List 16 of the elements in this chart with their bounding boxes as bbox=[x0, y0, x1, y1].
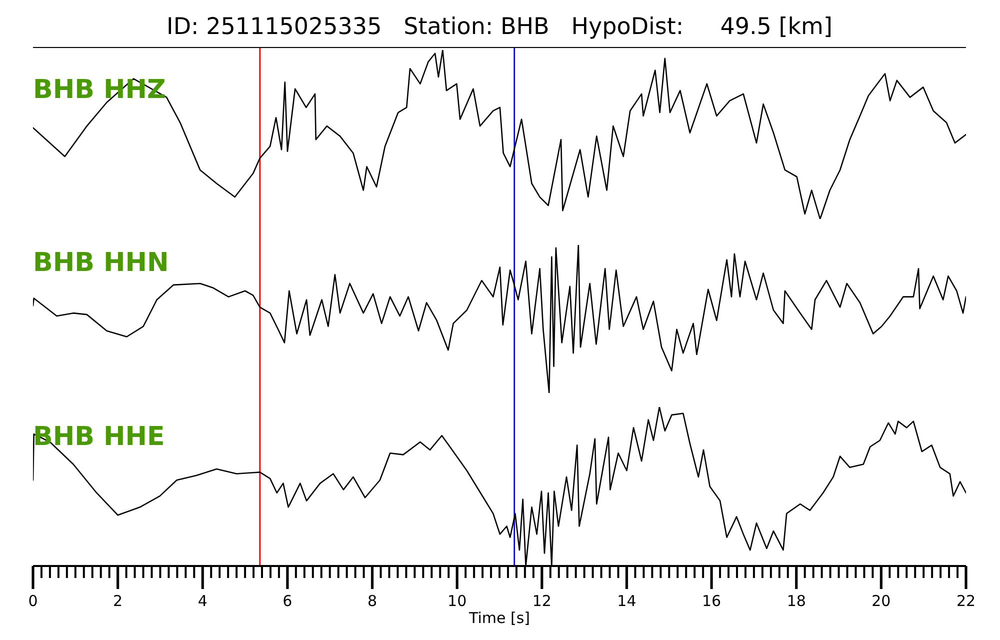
x-tick-label: 22 bbox=[956, 592, 976, 610]
series-label: BHB HHE bbox=[33, 422, 165, 452]
x-tick-label: 20 bbox=[872, 592, 891, 610]
x-tick-label: 2 bbox=[113, 592, 123, 610]
x-tick-label: 18 bbox=[786, 592, 806, 610]
x-tick-label: 6 bbox=[282, 592, 292, 610]
x-tick-label: 4 bbox=[198, 592, 208, 610]
x-tick-label: 8 bbox=[368, 592, 378, 610]
x-axis-title: Time [s] bbox=[468, 609, 531, 627]
x-tick-label: 14 bbox=[617, 592, 636, 610]
x-tick-label: 16 bbox=[702, 592, 722, 610]
x-tick-label: 12 bbox=[532, 592, 552, 610]
x-tick-label: 0 bbox=[28, 592, 38, 610]
series-label: BHB HHN bbox=[33, 248, 169, 278]
x-tick-label: 10 bbox=[448, 592, 467, 610]
chart-title: ID: 251115025335 Station: BHB HypoDist: 49.5 [km] bbox=[33, 8, 966, 48]
